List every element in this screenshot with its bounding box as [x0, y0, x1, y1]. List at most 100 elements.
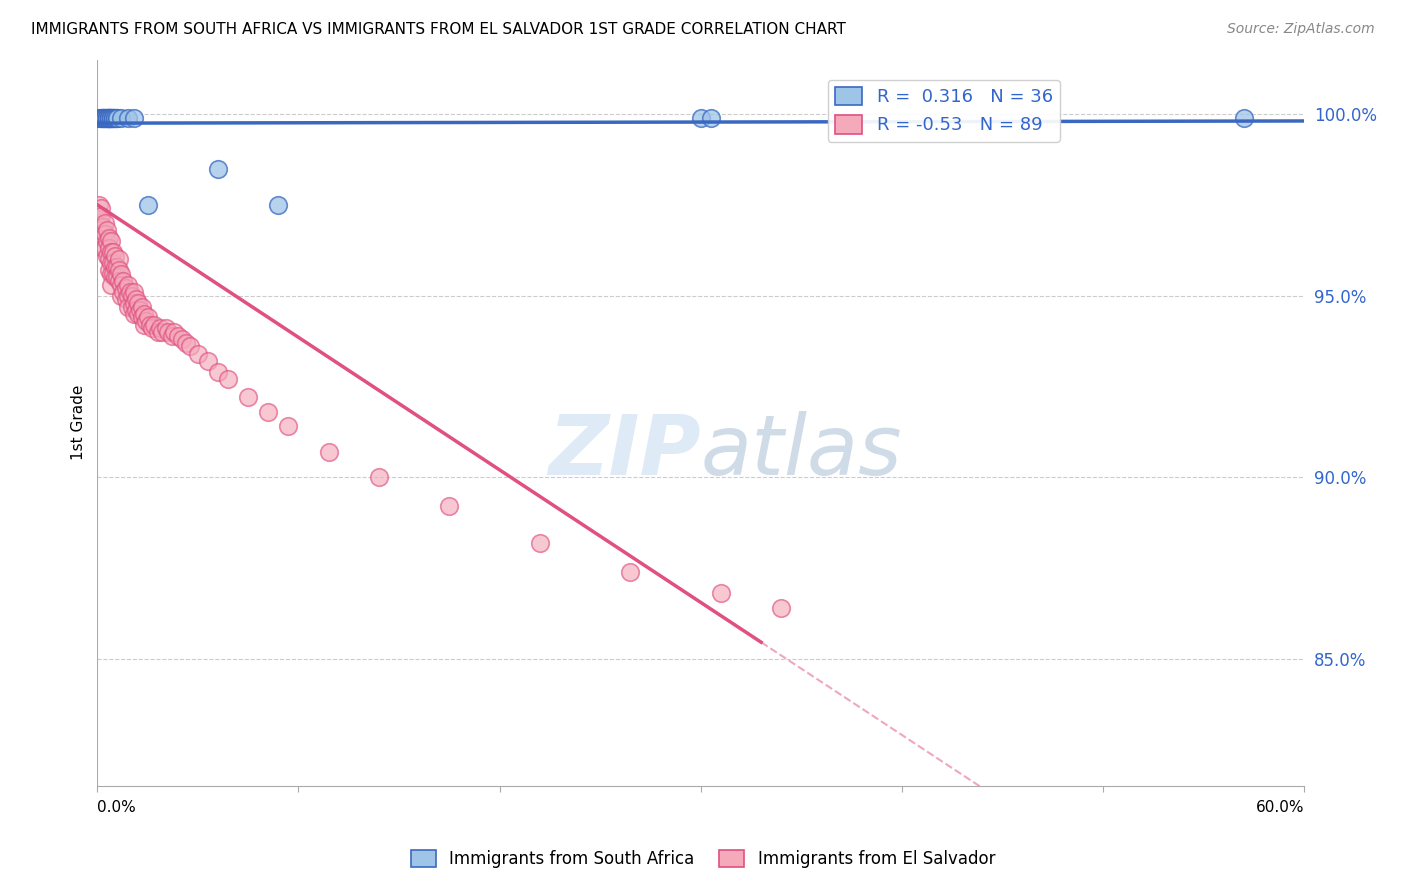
- Point: [1233, 111, 1256, 125]
- Point: [170, 332, 193, 346]
- Point: [117, 300, 139, 314]
- Point: [94, 111, 117, 125]
- Text: ZIP: ZIP: [548, 411, 700, 492]
- Point: [131, 310, 153, 325]
- Point: [127, 296, 149, 310]
- Point: [107, 260, 129, 274]
- Point: [149, 321, 172, 335]
- Point: [94, 111, 117, 125]
- Point: [114, 281, 136, 295]
- Point: [142, 318, 165, 332]
- Point: [107, 111, 129, 125]
- Point: [110, 277, 132, 292]
- Point: [187, 347, 209, 361]
- Point: [94, 227, 117, 241]
- Point: [136, 198, 159, 212]
- Point: [112, 285, 135, 299]
- Point: [112, 274, 135, 288]
- Point: [439, 500, 461, 514]
- Point: [118, 285, 141, 299]
- Point: [93, 219, 115, 234]
- Point: [96, 111, 118, 125]
- Point: [104, 260, 127, 274]
- Point: [98, 230, 121, 244]
- Point: [98, 263, 121, 277]
- Point: [103, 245, 125, 260]
- Point: [96, 111, 118, 125]
- Point: [98, 252, 121, 267]
- Point: [110, 111, 132, 125]
- Point: [98, 111, 121, 125]
- Point: [103, 111, 125, 125]
- Point: [117, 288, 139, 302]
- Point: [98, 111, 121, 125]
- Point: [100, 111, 122, 125]
- Point: [100, 256, 122, 270]
- Legend: R =  0.316   N = 36, R = -0.53   N = 89: R = 0.316 N = 36, R = -0.53 N = 89: [828, 79, 1060, 142]
- Point: [103, 267, 125, 281]
- Point: [96, 111, 118, 125]
- Point: [174, 335, 197, 350]
- Point: [132, 307, 155, 321]
- Point: [128, 303, 150, 318]
- Point: [93, 111, 115, 125]
- Point: [98, 111, 121, 125]
- Point: [94, 241, 117, 255]
- Point: [127, 307, 149, 321]
- Point: [619, 565, 641, 579]
- Point: [96, 234, 118, 248]
- Point: [90, 111, 112, 125]
- Point: [700, 111, 723, 125]
- Point: [104, 249, 127, 263]
- Point: [100, 234, 122, 248]
- Point: [217, 372, 239, 386]
- Point: [104, 111, 127, 125]
- Point: [121, 300, 143, 314]
- Text: 0.0%: 0.0%: [97, 800, 136, 815]
- Text: atlas: atlas: [700, 411, 903, 492]
- Point: [94, 216, 117, 230]
- Point: [90, 209, 112, 223]
- Point: [770, 601, 793, 615]
- Point: [238, 390, 260, 404]
- Point: [146, 325, 169, 339]
- Point: [89, 111, 111, 125]
- Point: [150, 325, 173, 339]
- Point: [207, 365, 229, 379]
- Point: [166, 328, 188, 343]
- Point: [135, 314, 157, 328]
- Point: [90, 202, 112, 216]
- Point: [121, 288, 143, 302]
- Point: [122, 285, 145, 299]
- Point: [93, 230, 115, 244]
- Point: [93, 111, 115, 125]
- Point: [117, 111, 139, 125]
- Point: [103, 111, 125, 125]
- Point: [89, 212, 111, 227]
- Point: [93, 241, 115, 255]
- Point: [163, 325, 186, 339]
- Point: [368, 470, 391, 484]
- Point: [267, 198, 290, 212]
- Point: [689, 111, 711, 125]
- Point: [136, 310, 159, 325]
- Point: [107, 111, 129, 125]
- Point: [103, 256, 125, 270]
- Point: [98, 241, 121, 255]
- Point: [318, 444, 340, 458]
- Point: [107, 270, 129, 285]
- Point: [93, 111, 115, 125]
- Point: [160, 328, 183, 343]
- Point: [138, 318, 160, 332]
- Point: [89, 198, 111, 212]
- Point: [132, 318, 155, 332]
- Point: [122, 111, 145, 125]
- Point: [104, 111, 127, 125]
- Point: [117, 277, 139, 292]
- Point: [98, 111, 121, 125]
- Point: [131, 300, 153, 314]
- Point: [207, 161, 229, 176]
- Point: [257, 405, 280, 419]
- Point: [114, 292, 136, 306]
- Point: [122, 296, 145, 310]
